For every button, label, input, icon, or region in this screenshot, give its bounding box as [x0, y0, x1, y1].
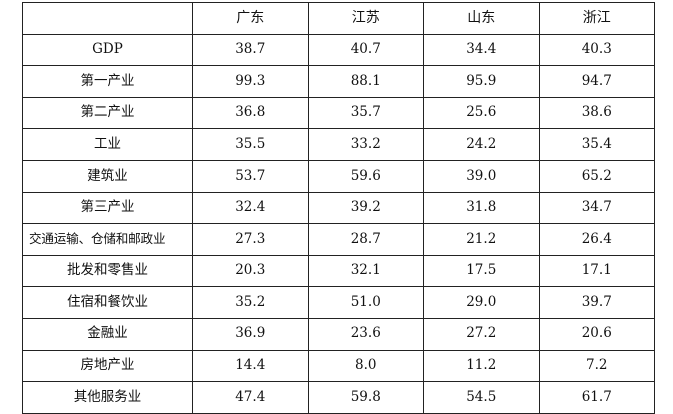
cell-value: 31.8 — [423, 191, 540, 225]
cell-value: 47.4 — [192, 381, 309, 414]
cell-value: 59.8 — [307, 381, 424, 414]
table-row-transport: 交通运输、仓储和邮政业 27.3 28.7 21.2 26.4 — [22, 223, 655, 256]
cell-value: 8.0 — [307, 349, 424, 383]
cell-value: 20.6 — [538, 317, 655, 351]
cell-value: 29.0 — [423, 286, 540, 319]
row-label: 第二产业 — [22, 96, 193, 130]
cell-value: 35.4 — [538, 128, 655, 161]
cell-value: 21.2 — [423, 223, 540, 256]
cell-value: 11.2 — [423, 349, 540, 383]
cell-value: 24.2 — [423, 128, 540, 161]
cell-value: 39.2 — [307, 191, 424, 225]
cell-value: 36.9 — [192, 317, 309, 351]
table-row-construction: 建筑业 53.7 59.6 39.0 65.2 — [22, 159, 655, 193]
table-row-finance: 金融业 36.9 23.6 27.2 20.6 — [22, 317, 655, 351]
row-label: 工业 — [22, 128, 193, 161]
cell-value: 95.9 — [423, 65, 540, 98]
header-shandong: 山东 — [423, 2, 540, 35]
cell-value: 34.7 — [538, 191, 655, 225]
cell-value: 32.1 — [307, 254, 424, 288]
data-table-container: 广东 江苏 山东 浙江 GDP 38.7 40.7 34.4 40.3 第一产业… — [22, 2, 655, 414]
province-data-table: 广东 江苏 山东 浙江 GDP 38.7 40.7 34.4 40.3 第一产业… — [22, 2, 655, 414]
cell-value: 7.2 — [538, 349, 655, 383]
cell-value: 14.4 — [192, 349, 309, 383]
table-body: GDP 38.7 40.7 34.4 40.3 第一产业 99.3 88.1 9… — [22, 33, 655, 414]
table-row-real-estate: 房地产业 14.4 8.0 11.2 7.2 — [22, 349, 655, 383]
row-label: GDP — [22, 33, 193, 67]
row-label: 批发和零售业 — [22, 254, 193, 288]
cell-value: 17.5 — [423, 254, 540, 288]
row-label: 房地产业 — [22, 349, 193, 383]
row-label: 金融业 — [22, 317, 193, 351]
cell-value: 23.6 — [307, 317, 424, 351]
row-label: 住宿和餐饮业 — [22, 286, 193, 319]
table-row-hospitality: 住宿和餐饮业 35.2 51.0 29.0 39.7 — [22, 286, 655, 319]
cell-value: 26.4 — [538, 223, 655, 256]
cell-value: 20.3 — [192, 254, 309, 288]
cell-value: 59.6 — [307, 159, 424, 193]
table-row-tertiary-industry: 第三产业 32.4 39.2 31.8 34.7 — [22, 191, 655, 225]
cell-value: 39.7 — [538, 286, 655, 319]
table-row-primary-industry: 第一产业 99.3 88.1 95.9 94.7 — [22, 65, 655, 98]
cell-value: 39.0 — [423, 159, 540, 193]
cell-value: 99.3 — [192, 65, 309, 98]
cell-value: 36.8 — [192, 96, 309, 130]
cell-value: 40.3 — [538, 33, 655, 67]
cell-value: 27.3 — [192, 223, 309, 256]
row-label: 交通运输、仓储和邮政业 — [22, 223, 193, 256]
cell-value: 28.7 — [307, 223, 424, 256]
cell-value: 38.7 — [192, 33, 309, 67]
row-label: 其他服务业 — [22, 381, 193, 414]
table-header: 广东 江苏 山东 浙江 — [22, 2, 655, 35]
row-label: 第一产业 — [22, 65, 193, 98]
cell-value: 35.2 — [192, 286, 309, 319]
header-jiangsu: 江苏 — [307, 2, 424, 35]
cell-value: 38.6 — [538, 96, 655, 130]
cell-value: 40.7 — [307, 33, 424, 67]
table-row-other-services: 其他服务业 47.4 59.8 54.5 61.7 — [22, 381, 655, 414]
cell-value: 65.2 — [538, 159, 655, 193]
header-row: 广东 江苏 山东 浙江 — [22, 2, 655, 35]
cell-value: 17.1 — [538, 254, 655, 288]
row-label: 第三产业 — [22, 191, 193, 225]
cell-value: 35.5 — [192, 128, 309, 161]
cell-value: 35.7 — [307, 96, 424, 130]
table-row-wholesale-retail: 批发和零售业 20.3 32.1 17.5 17.1 — [22, 254, 655, 288]
cell-value: 27.2 — [423, 317, 540, 351]
cell-value: 94.7 — [538, 65, 655, 98]
cell-value: 33.2 — [307, 128, 424, 161]
cell-value: 61.7 — [538, 381, 655, 414]
cell-value: 32.4 — [192, 191, 309, 225]
cell-value: 34.4 — [423, 33, 540, 67]
cell-value: 88.1 — [307, 65, 424, 98]
table-row-gdp: GDP 38.7 40.7 34.4 40.3 — [22, 33, 655, 67]
header-guangdong: 广东 — [192, 2, 309, 35]
table-row-industry: 工业 35.5 33.2 24.2 35.4 — [22, 128, 655, 161]
cell-value: 51.0 — [307, 286, 424, 319]
cell-value: 53.7 — [192, 159, 309, 193]
cell-value: 54.5 — [423, 381, 540, 414]
cell-value: 25.6 — [423, 96, 540, 130]
header-corner-cell — [22, 2, 193, 35]
row-label: 建筑业 — [22, 159, 193, 193]
table-row-secondary-industry: 第二产业 36.8 35.7 25.6 38.6 — [22, 96, 655, 130]
header-zhejiang: 浙江 — [538, 2, 655, 35]
